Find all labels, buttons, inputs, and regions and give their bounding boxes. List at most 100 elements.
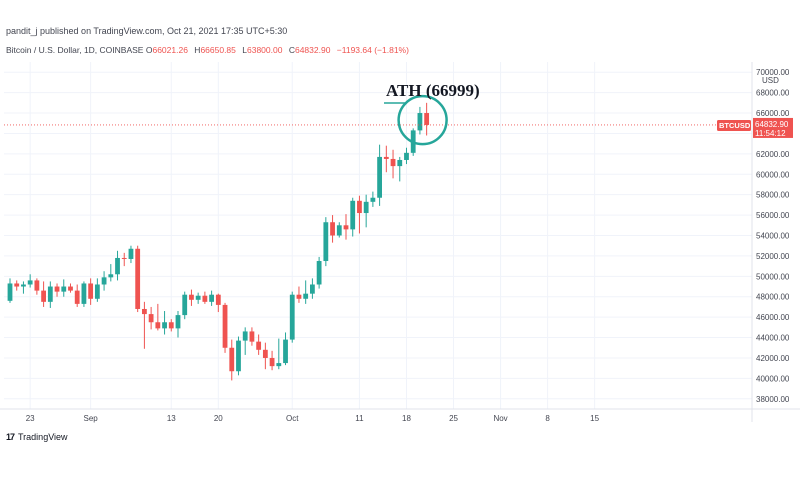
candle: [121, 252, 127, 267]
candle: [424, 102, 430, 136]
price-axis: 38000.00 40000.00 42000.00 44000.00 46000.00…: [756, 68, 790, 404]
candle: [34, 278, 40, 295]
candle-body: [101, 277, 107, 285]
tradingview-footer[interactable]: 17 TradingView: [6, 432, 68, 442]
candle: [88, 278, 94, 305]
candle: [202, 291, 208, 304]
candle-body: [142, 308, 147, 315]
time-tick-label: Nov: [493, 414, 507, 423]
price-tick-label: 60000.00: [756, 170, 790, 179]
candle-body: [236, 340, 241, 372]
candle-body: [383, 156, 389, 159]
candle-body: [242, 331, 248, 341]
candle: [296, 286, 302, 303]
price-tick-label: 50000.00: [756, 272, 790, 281]
candle-body: [175, 315, 181, 329]
published-info: pandit_j published on TradingView.com, O…: [6, 26, 288, 36]
candles-layer: [7, 102, 430, 381]
candle: [94, 278, 100, 302]
candle-body: [310, 284, 315, 294]
price-tick-label: 70000.00: [756, 68, 790, 77]
candle-body: [350, 200, 356, 230]
candle: [256, 334, 262, 355]
candle-body: [74, 290, 80, 304]
candle-body: [256, 341, 262, 350]
candle: [47, 281, 53, 308]
candle: [142, 301, 147, 349]
candle: [404, 147, 409, 165]
symbol-info: Bitcoin / U.S. Dollar, 1D, COINBASE O660…: [6, 45, 413, 55]
candle: [336, 222, 342, 238]
time-tick-label: 8: [545, 414, 550, 423]
candle: [189, 289, 194, 306]
candle: [209, 290, 214, 306]
candle: [323, 217, 329, 267]
candle-body: [397, 159, 403, 167]
price-tag-price-bg: [753, 117, 793, 138]
candle: [316, 256, 322, 289]
chart-grid: [4, 62, 752, 409]
ohlc-low: 63800.00: [247, 45, 283, 55]
candle: [101, 271, 107, 291]
candle: [276, 338, 282, 370]
price-tick-label: 44000.00: [756, 334, 790, 343]
price-tag-countdown: 11:54:12: [755, 129, 786, 138]
time-tick-label: Sep: [84, 414, 99, 423]
candle-body: [41, 290, 46, 302]
price-tick-label: 54000.00: [756, 232, 790, 241]
price-tick-label: 62000.00: [756, 150, 790, 159]
candle: [74, 284, 80, 307]
price-tick-label: 56000.00: [756, 211, 790, 220]
candle-body: [68, 286, 73, 291]
candle-body: [249, 331, 255, 342]
ohlc-open-label: O: [145, 45, 153, 55]
candle: [115, 250, 120, 281]
candle: [21, 281, 26, 294]
candle-body: [81, 283, 87, 304]
tradingview-brand: TradingView: [18, 432, 68, 442]
candle: [377, 144, 382, 206]
candle-body: [276, 363, 282, 367]
candle: [182, 291, 188, 320]
candle-body: [390, 158, 396, 167]
time-tick-label: 18: [402, 414, 411, 423]
candle: [128, 245, 134, 264]
price-tick-label: 68000.00: [756, 89, 790, 98]
price-tick-label: 40000.00: [756, 374, 790, 383]
ohlc-close: 64832.90: [294, 45, 331, 55]
symbol-line: Bitcoin / U.S. Dollar, 1D, COINBASE: [6, 45, 144, 55]
candle-body: [108, 274, 114, 278]
candle: [390, 149, 396, 179]
candle-body: [34, 280, 40, 291]
candle: [269, 350, 275, 371]
candle: [229, 339, 235, 381]
candle-body: [377, 156, 382, 198]
ath-highlight-circle: [397, 94, 448, 146]
candle: [350, 197, 356, 237]
price-tag: BTCUSD 64832.90 11:54:12: [717, 117, 793, 138]
price-tag-price: 64832.90: [755, 120, 789, 129]
candle-body: [404, 152, 409, 160]
price-tag-symbol: BTCUSD: [719, 121, 751, 130]
price-tick-label: 46000.00: [756, 313, 790, 322]
candle-body: [363, 201, 369, 214]
candle-body: [168, 322, 174, 329]
time-tick-label: 13: [167, 414, 176, 423]
candle: [397, 156, 403, 182]
price-tick-label: 58000.00: [756, 191, 790, 200]
candle: [54, 283, 60, 297]
candle-body: [128, 248, 134, 259]
candle: [27, 274, 33, 288]
candle: [370, 191, 376, 207]
candle-body: [61, 286, 67, 292]
ohlc-change: −1193.64 (−1.81%): [336, 45, 409, 55]
candle: [68, 283, 73, 293]
candle: [249, 327, 255, 346]
ohlc-close-label: C: [288, 45, 295, 55]
candle-body: [283, 339, 288, 364]
time-tick-label: 15: [590, 414, 599, 423]
candle: [168, 319, 174, 332]
candle-body: [21, 284, 26, 287]
candle-body: [209, 294, 214, 302]
